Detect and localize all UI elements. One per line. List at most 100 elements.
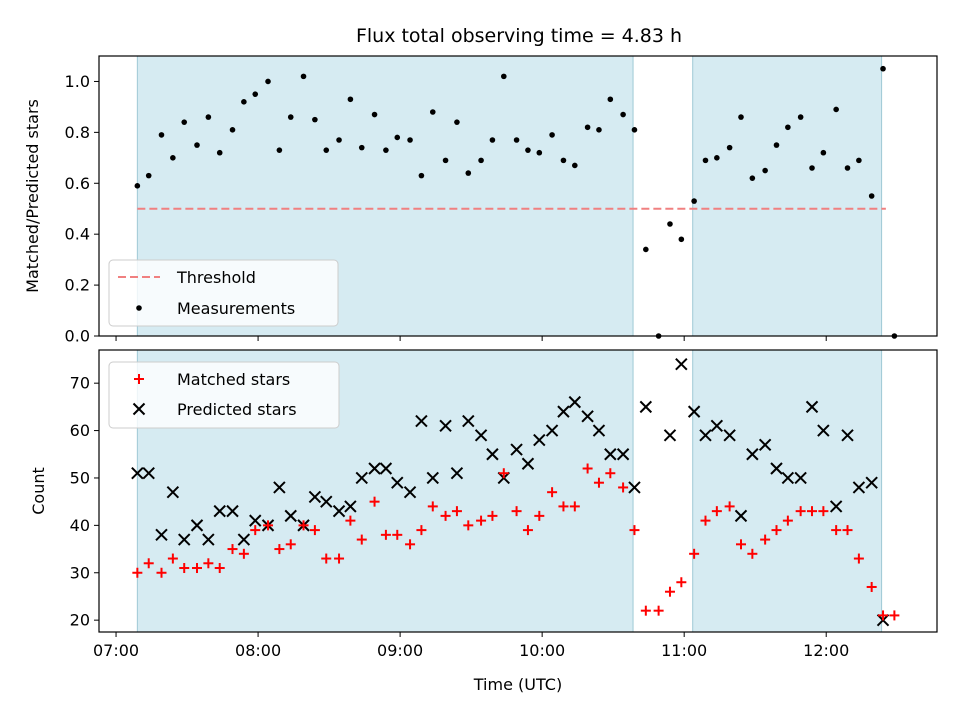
predicted-stars-point [344, 500, 357, 513]
bottom-x-tick-label: 09:00 [377, 641, 423, 660]
predicted-stars-point [581, 410, 594, 423]
predicted-stars-point [213, 504, 226, 518]
cross-b [391, 476, 404, 489]
matched-stars-point [818, 506, 829, 517]
cross-b [332, 504, 346, 518]
matched-stars-point [192, 563, 203, 574]
measurement-point [762, 167, 768, 174]
predicted-stars-point [533, 433, 546, 447]
measurement-point [880, 65, 886, 72]
matched-stars-point [487, 510, 498, 521]
legend-measurements-label: Measurements [177, 299, 295, 318]
matched-stars-point [605, 468, 616, 479]
measurement-point [797, 114, 804, 120]
measurement-point [738, 114, 744, 120]
matched-stars-point [334, 553, 345, 564]
cross-b [746, 448, 759, 461]
predicted-stars-point [794, 471, 807, 485]
matched-stars-point [214, 563, 225, 574]
matched-stars-point [309, 525, 320, 536]
cross-b [415, 414, 428, 428]
cross-b [628, 481, 641, 494]
top-legend-box [108, 259, 339, 327]
cross-b [675, 358, 688, 371]
predicted-stars-point [568, 395, 582, 409]
measurement-point [809, 165, 815, 171]
measurement-point [833, 106, 839, 113]
cross-b [604, 448, 617, 461]
predicted-stars-point [639, 400, 653, 414]
predicted-stars-point [805, 400, 819, 414]
predicted-stars-point [758, 438, 772, 451]
bottom-axes-frame [98, 349, 938, 633]
bottom-panel: 20 30 40 50 60 70 07:00 08:00 09:00 10:00 11:00 12:… [29, 349, 938, 694]
predicted-stars-point [226, 504, 239, 518]
measurement-point [489, 137, 496, 143]
matched-stars-point [558, 501, 569, 512]
predicted-stars-point [817, 424, 830, 437]
top-axes-frame [98, 55, 938, 337]
predicted-stars-point [616, 448, 630, 461]
measurement-point [418, 172, 425, 179]
matched-stars-point [440, 510, 451, 521]
matched-stars-point [369, 496, 380, 507]
matched-stars-point [463, 520, 474, 531]
predicted-stars-point [699, 429, 712, 442]
measurement-point [158, 132, 165, 138]
cross-b [355, 471, 368, 485]
cross-b [592, 424, 606, 437]
matched-stars-point [547, 487, 558, 498]
predicted-stars-point [131, 467, 144, 480]
matched-stars-point [629, 525, 640, 536]
predicted-stars-point [604, 448, 617, 461]
cross-b [734, 509, 748, 523]
cross-b [770, 462, 783, 475]
legend-measurements-swatch [136, 305, 142, 311]
predicted-stars-point [521, 457, 535, 470]
cross-b [344, 500, 357, 513]
matched-stars-point [689, 548, 700, 559]
matched-stars-point [498, 468, 509, 479]
top-axes: 0.0 0.2 0.4 0.6 0.8 1.0 [65, 55, 938, 346]
bottom-y-tick-label: 60 [70, 421, 90, 440]
matched-stars-point [274, 544, 285, 555]
measurement-point [513, 137, 520, 143]
top-y-tick-label: 1.0 [65, 72, 90, 91]
cross-b [202, 533, 215, 546]
predicted-stars-point [320, 495, 333, 508]
cross-b [190, 519, 204, 532]
matched-stars-point [866, 581, 877, 592]
count-points [131, 358, 900, 627]
measurement-point [229, 127, 236, 133]
x-axis-label: Time (UTC) [473, 675, 562, 694]
matched-stars-point [238, 548, 249, 559]
measurement-point [383, 147, 389, 153]
cross-b [758, 438, 772, 451]
measurement-point [596, 127, 602, 133]
measurement-point [844, 165, 851, 171]
matched-stars-point [392, 529, 403, 540]
matched-stars-point [700, 515, 711, 526]
cross-b [462, 414, 475, 428]
measurement-point [500, 73, 507, 80]
matched-stars-point [321, 553, 332, 564]
predicted-stars-point [865, 476, 878, 489]
matched-stars-point [285, 539, 296, 550]
bottom-y-tick-label: 40 [70, 516, 90, 535]
predicted-stars-point [202, 533, 215, 546]
shaded-span-1 [692, 350, 882, 632]
measurement-point [773, 142, 780, 148]
matched-stars-point [747, 548, 758, 559]
measurement-point [347, 96, 354, 103]
cross-b [557, 405, 570, 418]
measurement-point [549, 132, 555, 138]
top-y-tick-label: 0.8 [65, 123, 90, 142]
cross-b [178, 533, 191, 546]
matched-stars-point [831, 525, 842, 536]
chart-title: Flux total observing time = 4.83 h [356, 25, 682, 47]
predicted-stars-point [368, 462, 381, 475]
matched-stars-point [203, 558, 214, 569]
top-y-axis-label: Matched/Predicted stars [23, 99, 42, 293]
predicted-stars-point [474, 429, 488, 442]
matched-stars-point [664, 586, 675, 597]
